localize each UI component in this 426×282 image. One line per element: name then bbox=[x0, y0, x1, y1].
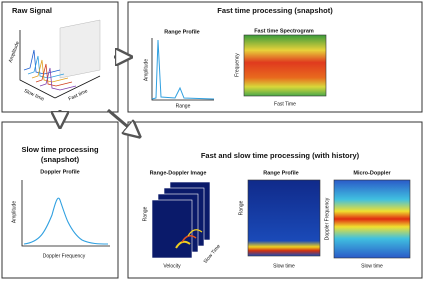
range-profile-history bbox=[247, 179, 321, 257]
plot-title: Range Profile bbox=[263, 170, 298, 176]
panel-title: Raw Signal bbox=[12, 6, 52, 15]
panel-title: (snapshot) bbox=[41, 155, 80, 164]
plot-title: Fast time Spectrogram bbox=[254, 28, 314, 34]
axes bbox=[21, 180, 110, 247]
panel-title: Slow time processing bbox=[21, 145, 99, 154]
raw-plot bbox=[19, 19, 101, 99]
axes bbox=[151, 38, 214, 101]
axis-label: Fast Time bbox=[274, 101, 296, 107]
plot-title: Micro-Doppler bbox=[353, 170, 391, 176]
plot-title: Range-Doppler Image bbox=[150, 170, 207, 176]
axis-label: Slow time bbox=[361, 263, 383, 269]
plot-title: Range Profile bbox=[164, 29, 199, 35]
axis-label: Amplitude bbox=[143, 59, 149, 81]
axis-label: Doppler Frequency bbox=[324, 197, 330, 240]
panel-title: Fast time processing (snapshot) bbox=[217, 6, 333, 15]
axis-label: Amplitude bbox=[11, 201, 17, 223]
profile-line bbox=[151, 39, 215, 100]
axis-label: Slow time bbox=[273, 263, 295, 269]
plot-title: Doppler Profile bbox=[40, 169, 79, 175]
axis-label: Velocity bbox=[163, 263, 181, 269]
profile-line bbox=[23, 197, 109, 245]
axis-label: Range bbox=[176, 103, 191, 109]
axis-label: Frequency bbox=[234, 53, 240, 77]
micro-doppler bbox=[333, 179, 411, 259]
axis-label: Range bbox=[238, 200, 244, 215]
axis-label: Range bbox=[142, 206, 148, 221]
range-doppler-stack bbox=[151, 181, 211, 259]
arrow bbox=[107, 108, 134, 132]
panel-title: Fast and slow time processing (with hist… bbox=[201, 151, 360, 160]
spectrogram bbox=[243, 34, 327, 97]
axis-label: Doppler Frequency bbox=[43, 253, 86, 259]
